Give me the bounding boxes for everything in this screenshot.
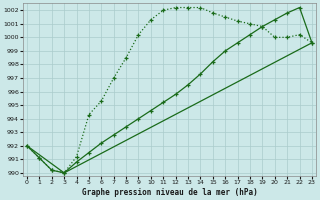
X-axis label: Graphe pression niveau de la mer (hPa): Graphe pression niveau de la mer (hPa) xyxy=(82,188,257,197)
